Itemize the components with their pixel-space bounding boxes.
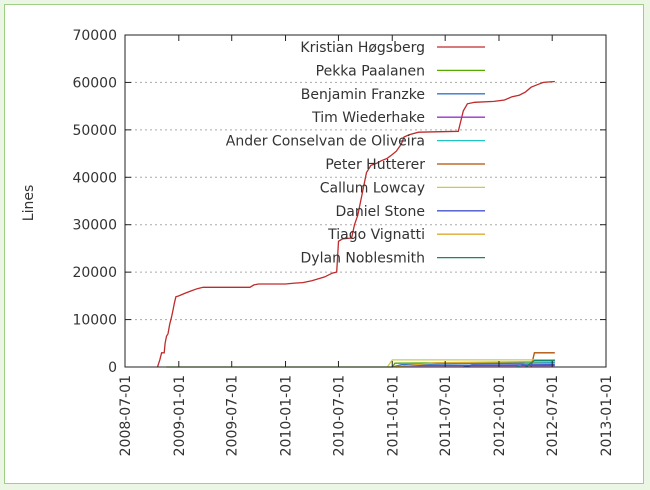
- x-tick-label: 2010-01-01: [279, 375, 295, 456]
- y-tick-label: 40000: [72, 170, 117, 186]
- series-line: [156, 80, 555, 368]
- y-tick-label: 30000: [72, 218, 117, 234]
- plot-border: [124, 34, 607, 368]
- x-tick-label: 2011-01-01: [385, 375, 401, 456]
- series-lines: [156, 80, 555, 368]
- series-line: [463, 363, 555, 368]
- x-tick-label: 2009-07-01: [225, 375, 241, 456]
- chart-frame: 0 10000 20000 30000 40000 50000 60000 70000 200…: [4, 4, 644, 484]
- legend-label: Callum Lowcay: [320, 180, 425, 196]
- legend-label: Tiago Vignatti: [327, 227, 425, 243]
- series-line: [525, 359, 555, 368]
- y-tick-label: 20000: [72, 265, 117, 281]
- y-tick-label: 0: [108, 360, 117, 376]
- legend-label: Tim Wiederhake: [311, 110, 425, 126]
- legend-label: Peter Hutterer: [325, 157, 425, 173]
- x-tick-label: 2011-07-01: [438, 375, 454, 456]
- series-line: [392, 360, 555, 368]
- y-tick-label: 10000: [72, 313, 117, 329]
- x-tick-label: 2012-07-01: [545, 375, 561, 456]
- x-tick-label: 2010-07-01: [331, 375, 347, 456]
- legend: Kristian Høgsberg Pekka Paalanen Benjamin …: [226, 40, 485, 267]
- y-axis-label: Lines: [21, 185, 37, 221]
- legend-label: Benjamin Franzke: [301, 87, 425, 103]
- y-tick-label: 50000: [72, 123, 117, 139]
- legend-label: Daniel Stone: [335, 204, 425, 220]
- y-tick-label: 60000: [72, 75, 117, 91]
- y-axis-ticks: 0 10000 20000 30000 40000 50000 60000 70000: [72, 28, 606, 376]
- legend-label: Ander Conselvan de Oliveira: [226, 134, 425, 150]
- series-line: [386, 359, 555, 368]
- legend-label: Pekka Paalanen: [316, 63, 425, 79]
- x-tick-label: 2009-01-01: [172, 375, 188, 456]
- x-tick-label: 2013-01-01: [599, 375, 615, 456]
- x-tick-label: 2008-07-01: [118, 375, 134, 456]
- legend-label: Dylan Noblesmith: [301, 251, 425, 267]
- line-chart: 0 10000 20000 30000 40000 50000 60000 70000 200…: [21, 28, 615, 456]
- series-line: [516, 362, 555, 368]
- legend-label: Kristian Høgsberg: [300, 40, 425, 56]
- gridlines: [125, 81, 606, 321]
- x-tick-label: 2012-01-01: [492, 375, 508, 456]
- y-tick-label: 70000: [72, 28, 117, 44]
- x-axis-ticks: 2008-07-01 2009-01-01 2009-07-01 2010-01-01…: [118, 35, 615, 456]
